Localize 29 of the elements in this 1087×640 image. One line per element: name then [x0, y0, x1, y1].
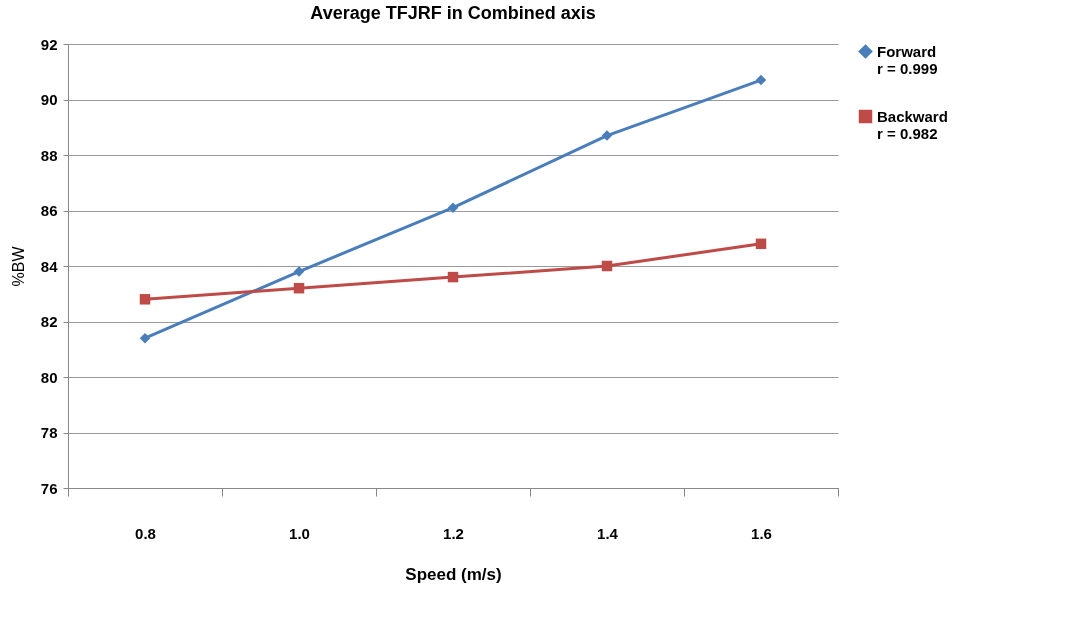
y-tick-label: 88 [40, 146, 58, 164]
x-tick-label: 1.4 [597, 524, 619, 542]
y-tick-label: 84 [40, 257, 59, 275]
point [293, 266, 305, 277]
point [755, 238, 767, 250]
y-tick-label: 76 [40, 479, 58, 497]
point [601, 130, 613, 141]
y-tick-label: 82 [40, 313, 58, 330]
x-tick-label: 1.6 [751, 524, 772, 542]
point [139, 332, 151, 344]
point [601, 260, 613, 272]
y-tick-label: 92 [40, 35, 58, 53]
y-tick-label: 86 [40, 202, 58, 219]
chart-title: Average TFJRF in Combined axis [310, 3, 596, 23]
point [755, 74, 767, 86]
y-tick-label: 80 [40, 368, 58, 386]
x-tick-label: 1.2 [443, 524, 464, 542]
y-tick-label: 78 [40, 424, 58, 441]
y-tick-label: 90 [40, 91, 58, 108]
y-axis-title: %BW [9, 245, 27, 287]
legend-label: Forward r = 0.999 [877, 42, 938, 77]
point [447, 202, 459, 213]
point [447, 271, 459, 283]
point [293, 282, 305, 294]
legend-label: Backward r = 0.982 [877, 107, 948, 142]
point [139, 294, 151, 305]
x-tick-label: 1.0 [289, 524, 310, 542]
x-tick-label: 0.8 [135, 524, 156, 542]
x-axis-title: Speed (m/s) [405, 564, 502, 584]
